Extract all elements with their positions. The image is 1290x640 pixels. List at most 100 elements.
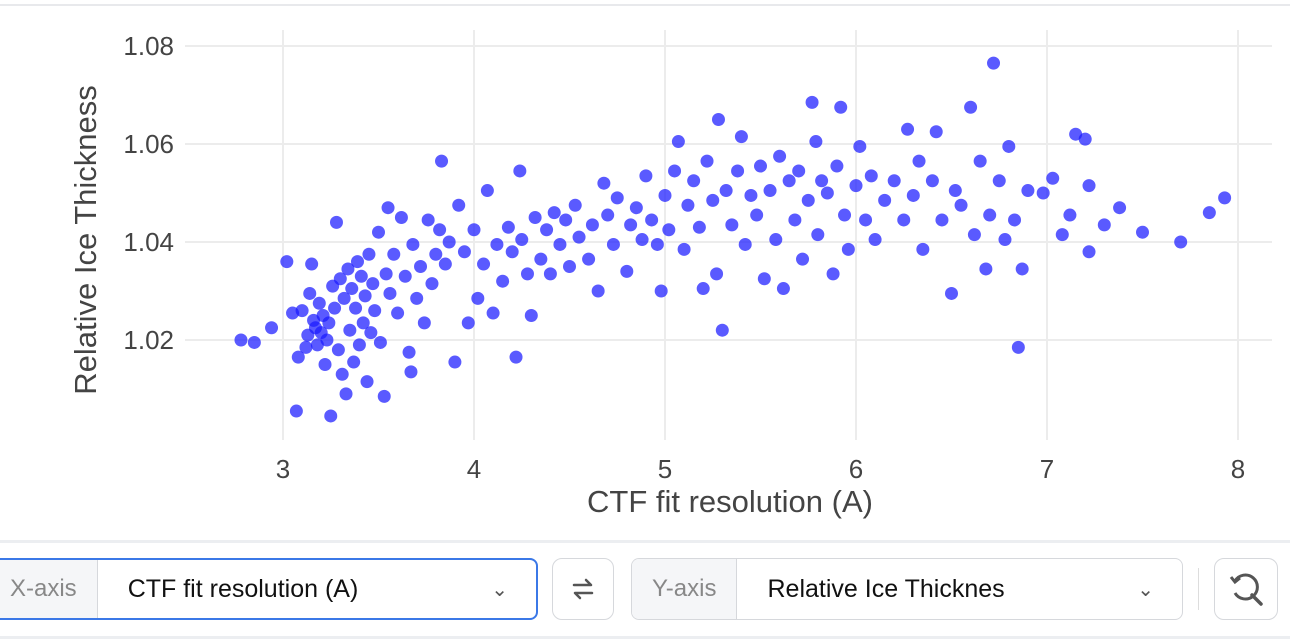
data-point[interactable]	[826, 267, 840, 281]
data-point[interactable]	[719, 184, 733, 198]
data-point[interactable]	[501, 220, 515, 234]
data-point[interactable]	[490, 237, 504, 251]
data-point[interactable]	[1174, 235, 1188, 249]
data-point[interactable]	[343, 323, 357, 337]
data-point[interactable]	[706, 193, 720, 207]
data-point[interactable]	[362, 247, 376, 261]
data-point[interactable]	[853, 139, 867, 153]
data-point[interactable]	[859, 213, 873, 227]
data-point[interactable]	[442, 235, 456, 249]
data-point[interactable]	[559, 213, 573, 227]
data-point[interactable]	[738, 237, 752, 251]
data-point[interactable]	[265, 321, 279, 335]
data-point[interactable]	[624, 218, 638, 232]
data-point[interactable]	[964, 100, 978, 114]
data-point[interactable]	[582, 252, 596, 266]
data-point[interactable]	[572, 230, 586, 244]
data-point[interactable]	[864, 169, 878, 183]
data-point[interactable]	[945, 286, 958, 300]
y-axis-select-group[interactable]: Y-axis Relative Ice Thicknes ⌄	[631, 558, 1183, 620]
data-point[interactable]	[878, 193, 892, 207]
data-point[interactable]	[948, 184, 962, 198]
data-point[interactable]	[820, 186, 834, 200]
data-point[interactable]	[387, 247, 401, 261]
data-point[interactable]	[291, 350, 305, 364]
data-point[interactable]	[1218, 191, 1232, 205]
data-point[interactable]	[731, 164, 745, 178]
reset-zoom-button[interactable]	[1214, 558, 1278, 620]
data-point[interactable]	[725, 218, 739, 232]
data-point[interactable]	[973, 154, 987, 168]
data-point[interactable]	[629, 201, 643, 215]
data-point[interactable]	[597, 176, 611, 190]
data-point[interactable]	[773, 149, 787, 163]
data-point[interactable]	[435, 154, 449, 168]
data-point[interactable]	[750, 208, 764, 222]
data-point[interactable]	[345, 282, 359, 296]
data-point[interactable]	[372, 225, 385, 239]
data-point[interactable]	[979, 262, 993, 276]
data-point[interactable]	[1063, 208, 1077, 222]
data-point[interactable]	[553, 237, 567, 251]
data-point[interactable]	[662, 223, 676, 237]
data-point[interactable]	[841, 242, 855, 256]
data-point[interactable]	[677, 242, 691, 256]
data-point[interactable]	[354, 269, 368, 283]
data-point[interactable]	[1113, 201, 1127, 215]
data-point[interactable]	[838, 208, 852, 222]
data-point[interactable]	[429, 247, 443, 261]
data-point[interactable]	[509, 350, 523, 364]
data-point[interactable]	[734, 130, 748, 144]
data-point[interactable]	[528, 211, 542, 224]
data-point[interactable]	[796, 252, 810, 266]
data-point[interactable]	[763, 184, 777, 198]
data-point[interactable]	[320, 333, 334, 347]
data-point[interactable]	[929, 125, 943, 139]
data-point[interactable]	[681, 198, 695, 212]
data-point[interactable]	[801, 193, 815, 207]
data-point[interactable]	[788, 213, 802, 227]
data-point[interactable]	[591, 284, 605, 298]
data-point[interactable]	[987, 56, 1001, 70]
data-point[interactable]	[331, 343, 345, 357]
data-point[interactable]	[1046, 171, 1060, 185]
data-point[interactable]	[658, 188, 672, 202]
data-point[interactable]	[967, 228, 981, 242]
data-point[interactable]	[324, 409, 338, 423]
data-point[interactable]	[635, 233, 649, 247]
swap-axes-button[interactable]	[552, 558, 614, 620]
data-point[interactable]	[328, 301, 342, 315]
data-point[interactable]	[983, 208, 997, 222]
data-point[interactable]	[700, 154, 714, 168]
data-point[interactable]	[417, 316, 431, 330]
data-point[interactable]	[654, 284, 668, 298]
data-point[interactable]	[744, 188, 758, 202]
data-point[interactable]	[540, 223, 554, 237]
data-point[interactable]	[645, 213, 659, 227]
data-point[interactable]	[448, 355, 462, 369]
data-point[interactable]	[601, 208, 615, 222]
data-point[interactable]	[452, 198, 466, 212]
data-point[interactable]	[520, 267, 534, 281]
data-point[interactable]	[792, 164, 806, 178]
data-point[interactable]	[710, 267, 724, 281]
data-point[interactable]	[897, 213, 911, 227]
data-point[interactable]	[339, 387, 353, 401]
data-point[interactable]	[696, 282, 710, 296]
data-point[interactable]	[887, 174, 901, 188]
data-point[interactable]	[480, 184, 494, 198]
data-point[interactable]	[406, 237, 420, 251]
data-point[interactable]	[901, 122, 915, 136]
data-point[interactable]	[1015, 262, 1029, 276]
data-point[interactable]	[349, 301, 363, 315]
data-point[interactable]	[769, 233, 783, 247]
data-point[interactable]	[477, 257, 491, 271]
data-point[interactable]	[373, 335, 387, 349]
data-point[interactable]	[849, 179, 863, 193]
data-point[interactable]	[366, 277, 380, 291]
data-point[interactable]	[368, 304, 382, 318]
data-point[interactable]	[692, 220, 706, 234]
data-point[interactable]	[312, 296, 326, 310]
data-point[interactable]	[425, 277, 439, 291]
data-point[interactable]	[606, 237, 620, 251]
